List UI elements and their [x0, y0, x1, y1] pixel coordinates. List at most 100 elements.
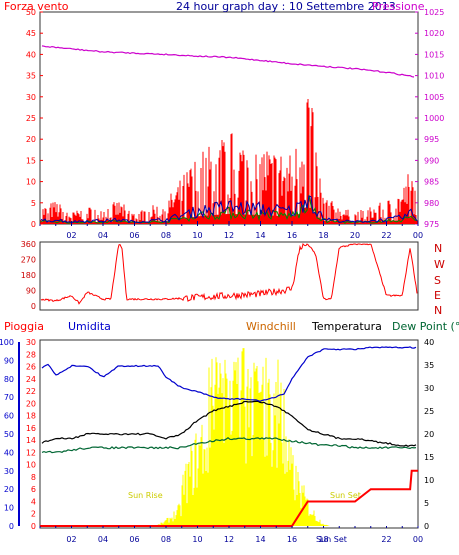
temperature-tick-label: 0	[424, 522, 429, 531]
temperature-line	[41, 400, 417, 447]
pressure-tick-label: 990	[424, 156, 439, 165]
humidity-tick-label: 100	[0, 338, 14, 347]
dewpoint-label: Dew Point (°C	[392, 320, 459, 333]
hour-tick-label: 18	[318, 231, 328, 240]
direction-tick-label: 180	[21, 271, 36, 280]
humidity-tick-label: 80	[4, 375, 14, 384]
hour-tick-label-bottom: 12	[224, 535, 234, 544]
direction-tick-label: 90	[26, 287, 36, 296]
wind-tick-label: 15	[26, 156, 36, 165]
hour-tick-label: 12	[224, 231, 234, 240]
pressure-tick-label: 985	[424, 178, 439, 187]
sunrise-annotation: Sun Rise	[128, 491, 163, 500]
humidity-tick-label: 0	[9, 522, 14, 531]
pressure-tick-label: 1020	[424, 29, 444, 38]
humidity-tick-label: 90	[4, 356, 14, 365]
direction-letter-n-top: N	[434, 242, 442, 255]
wind-tick-label: 25	[26, 114, 36, 123]
direction-tick-label: 360	[21, 240, 36, 249]
rain-tick-label: 26	[26, 363, 36, 372]
pressure-line	[41, 45, 415, 78]
wind-tick-label: 5	[31, 199, 36, 208]
rain-line	[40, 469, 418, 527]
rain-label: Pioggia	[4, 320, 44, 333]
wind-tick-label: 45	[26, 29, 36, 38]
wind-tick-label: 50	[26, 8, 36, 17]
pressure-tick-label: 1000	[424, 114, 444, 123]
wind-tick-label: 40	[26, 50, 36, 59]
temperature-label: Temperatura	[311, 320, 382, 333]
hour-tick-label: 10	[192, 231, 202, 240]
hour-tick-label-bottom: 10	[192, 535, 202, 544]
direction-tick-label: 0	[31, 302, 36, 311]
rain-tick-label: 6	[31, 485, 36, 494]
hour-tick-label: 08	[161, 231, 171, 240]
hour-tick-label: 14	[255, 231, 265, 240]
pressure-tick-label: 1010	[424, 72, 444, 81]
chart-title: 24 hour graph day : 10 Settembre 2013	[176, 0, 396, 13]
wind-speed-label: Forza vento	[4, 0, 69, 13]
panel-wind-frame	[39, 11, 419, 225]
rain-tick-label: 20	[26, 399, 36, 408]
wind-tick-label: 30	[26, 93, 36, 102]
humidity-tick-label: 30	[4, 467, 14, 476]
rain-tick-label: 14	[26, 436, 36, 445]
wind-direction-line	[40, 243, 418, 305]
rain-tick-label: 4	[31, 497, 36, 506]
panel-direction-frame	[39, 241, 419, 311]
temperature-tick-label: 10	[424, 476, 434, 485]
temperature-tick-label: 5	[424, 499, 429, 508]
rain-tick-label: 12	[26, 448, 36, 457]
wind-tick-label: 0	[31, 220, 36, 229]
humidity-tick-label: 70	[4, 393, 14, 402]
pressure-tick-label: 980	[424, 199, 439, 208]
sunset-axis-label: Sun Set	[316, 535, 347, 544]
pressure-tick-label: 1005	[424, 93, 444, 102]
pressure-tick-label: 1015	[424, 50, 444, 59]
humidity-line	[41, 346, 417, 402]
temperature-tick-label: 40	[424, 338, 434, 347]
direction-letter-w: W	[434, 258, 445, 271]
rain-tick-label: 8	[31, 473, 36, 482]
humidity-tick-label: 60	[4, 412, 14, 421]
hour-tick-label: 02	[66, 231, 76, 240]
hour-tick-label: 00	[413, 231, 423, 240]
hour-tick-label-bottom: 00	[413, 535, 423, 544]
hour-tick-label-bottom: 04	[98, 535, 108, 544]
dewpoint-line	[41, 437, 417, 454]
hour-tick-label-bottom: 02	[66, 535, 76, 544]
direction-tick-label: 270	[21, 256, 36, 265]
rain-tick-label: 30	[26, 338, 36, 347]
humidity-label: Umidita	[68, 320, 111, 333]
humidity-tick-label: 20	[4, 485, 14, 494]
rain-tick-label: 0	[31, 522, 36, 531]
direction-letter-s: S	[434, 274, 441, 287]
direction-letter-n-bottom: N	[434, 304, 442, 317]
hour-tick-label-bottom: 06	[129, 535, 139, 544]
hour-tick-label: 04	[98, 231, 108, 240]
wind-tick-label: 10	[26, 178, 36, 187]
windchill-label: Windchill	[246, 320, 296, 333]
humidity-tick-label: 10	[4, 504, 14, 513]
wind-tick-label: 35	[26, 72, 36, 81]
wind-gust-line	[40, 195, 418, 224]
temperature-tick-label: 15	[424, 453, 434, 462]
humidity-tick-label: 40	[4, 448, 14, 457]
direction-letter-e: E	[434, 289, 441, 302]
temperature-tick-label: 25	[424, 407, 434, 416]
pressure-label: Pressione	[372, 0, 425, 13]
temperature-tick-label: 20	[424, 430, 434, 439]
temperature-tick-label: 30	[424, 384, 434, 393]
temperature-tick-label: 35	[424, 361, 434, 370]
rain-tick-label: 10	[26, 461, 36, 470]
hour-tick-label-bottom: 18	[318, 535, 328, 544]
hour-tick-label-bottom: 08	[161, 535, 171, 544]
hour-tick-label: 22	[381, 231, 391, 240]
hour-tick-label-bottom: 16	[287, 535, 297, 544]
hour-tick-label: 06	[129, 231, 139, 240]
pressure-tick-label: 975	[424, 220, 439, 229]
hour-tick-label-bottom: 22	[381, 535, 391, 544]
hour-tick-label: 20	[350, 231, 360, 240]
